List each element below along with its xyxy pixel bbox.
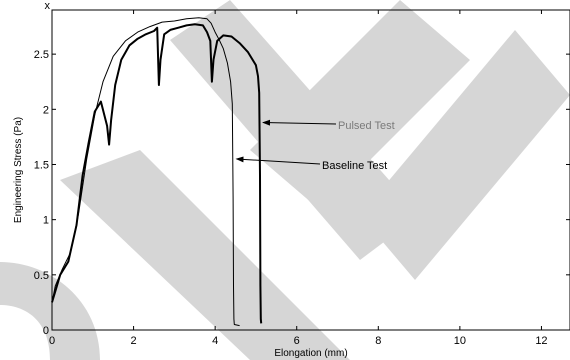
x-tick-label: 4 [212,335,218,347]
series-line-0 [51,23,263,324]
y-tick-label: 0 [43,325,49,337]
annotation-label: Pulsed Test [338,120,395,132]
annotation-arrow [235,156,321,165]
y-tick-label: 1 [43,215,49,227]
x-tick-label: 8 [375,335,381,347]
x-tick-label: 2 [131,335,137,347]
x-axis-label: Elongation (mm) [274,348,347,359]
x-tick-label: 0 [49,335,55,347]
series-line-1 [51,17,240,327]
series-layer [51,17,263,327]
x-tick-label: 12 [535,335,547,347]
x-tick-label: 10 [454,335,466,347]
plot-area-frame [51,9,570,331]
y-axis-label: Engineering Stress (Pa) [13,117,24,223]
y-tick-label: 2 [43,104,49,116]
annotation-layer: Pulsed Test Baseline Test [235,119,395,172]
annotation-arrow [262,119,337,126]
y-tick-label: 1.5 [34,159,49,171]
y-tick-label: 2.5 [34,49,49,61]
y-multiplier-label: x [45,0,51,12]
axis-ticks: 0 2 4 6 8 10 12 0 0.5 1 1.5 2 2.5 [34,10,570,347]
y-tick-label: 0.5 [34,270,49,282]
x-tick-label: 6 [294,335,300,347]
annotation-label: Baseline Test [322,160,387,172]
